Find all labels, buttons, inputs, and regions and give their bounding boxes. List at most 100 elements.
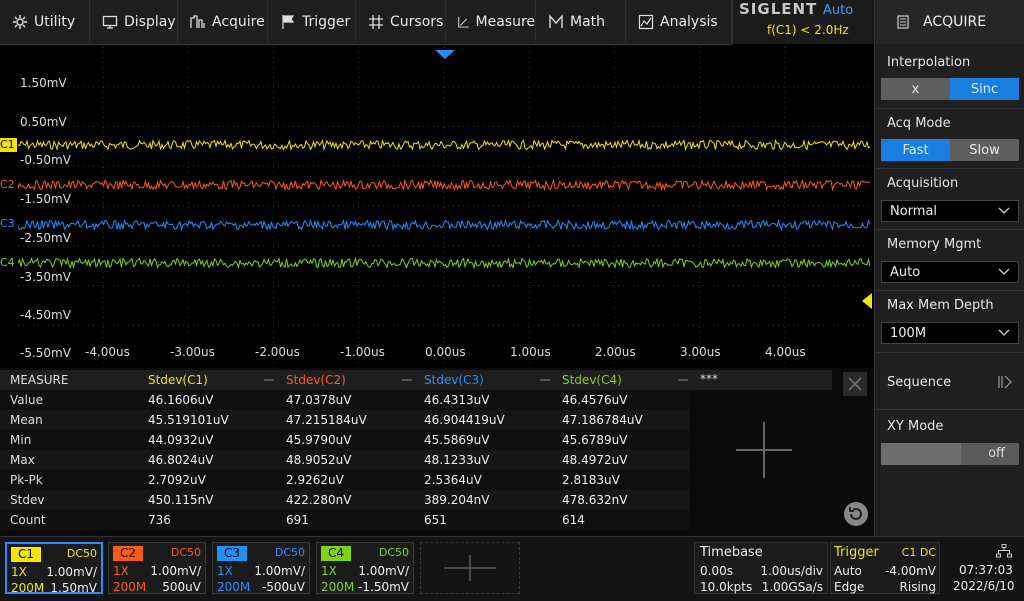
timebase-sample-rate: 1.00GSa/s: [761, 580, 823, 594]
channel-c2-box[interactable]: C2 DC50 1X 1.00mV/ 200M 500uV: [108, 542, 206, 594]
c2-offset-marker[interactable]: C2: [0, 178, 15, 191]
measure-column-c3[interactable]: Stdev(C3): [424, 373, 484, 387]
x-label: 1.00us: [510, 345, 551, 359]
interpolation-toggle[interactable]: x Sinc: [881, 78, 1019, 100]
acquisition-dropdown[interactable]: Normal: [881, 200, 1019, 222]
measure-cell: 45.5869uV: [424, 433, 490, 447]
brand-status: SIGLENT Auto f(C1) < 2.0Hz: [732, 0, 875, 44]
measure-title: MEASURE: [10, 373, 69, 387]
menu-display-label: Display: [124, 14, 176, 30]
memory-mgmt-dropdown[interactable]: Auto: [881, 261, 1019, 283]
menu-utility-label: Utility: [34, 14, 76, 30]
step-forward-icon: [998, 375, 1012, 389]
measure-row-label: Min: [10, 433, 32, 447]
add-measurement-icon[interactable]: [734, 420, 794, 480]
acq-mode-fast-option[interactable]: Fast: [881, 139, 950, 161]
acq-mode-toggle[interactable]: Fast Slow: [881, 139, 1019, 161]
acq-mode-slow-option[interactable]: Slow: [950, 139, 1019, 161]
c1-tag: C1: [11, 547, 41, 562]
menu-cursors[interactable]: Cursors: [356, 0, 446, 44]
menu-analysis[interactable]: Analysis: [626, 0, 732, 44]
y-label: -0.50mV: [20, 153, 71, 167]
measure-cell: 2.9262uV: [286, 473, 344, 487]
acquisition-value: Normal: [890, 203, 938, 219]
measure-cell: 46.904419uV: [424, 413, 505, 427]
menu-trigger[interactable]: Trigger: [268, 0, 356, 44]
measure-row-label: Pk-Pk: [10, 473, 43, 487]
waveform-grid[interactable]: [18, 47, 870, 365]
trigger-box[interactable]: Trigger C1 DC Auto -4.00mV Edge Rising: [830, 542, 940, 594]
y-label: -1.50mV: [20, 192, 71, 206]
measure-column-empty[interactable]: ***: [700, 372, 718, 386]
menu-measure[interactable]: Measure: [446, 0, 536, 44]
interpolation-x-option[interactable]: x: [881, 78, 950, 100]
menu-acquire-label: Acquire: [212, 14, 265, 30]
memory-mgmt-label: Memory Mgmt: [887, 237, 982, 252]
trigger-label: Trigger: [834, 545, 879, 560]
max-mem-depth-value: 100M: [890, 325, 927, 341]
measure-cell: 47.215184uV: [286, 413, 367, 427]
y-label: -3.50mV: [20, 270, 71, 284]
bottom-status-bar: C1 DC50 1X 1.00mV/ 200M 1.50mV C2 DC50 1…: [0, 536, 1024, 601]
xy-mode-value: off: [988, 446, 1005, 461]
c3-coupling: DC50: [274, 546, 305, 559]
max-mem-depth-dropdown[interactable]: 100M: [881, 322, 1019, 344]
c1-offset: 1.50mV: [50, 581, 97, 595]
timebase-scale: 1.00us/div: [760, 564, 823, 578]
c1-bandwidth: 200M: [11, 581, 45, 595]
menu-bar: Utility Display Acquire Trigger Cursors …: [0, 0, 732, 45]
measure-column-c4[interactable]: Stdev(C4): [562, 373, 622, 387]
add-channel-button[interactable]: [420, 542, 520, 594]
trigger-status: Auto: [823, 3, 854, 18]
xy-mode-label: XY Mode: [887, 419, 944, 434]
timebase-box[interactable]: Timebase 0.00s 1.00us/div 10.0kpts 1.00G…: [694, 542, 828, 594]
c4-tag: C4: [321, 546, 351, 561]
refresh-icon[interactable]: [843, 501, 869, 527]
channel-c4-box[interactable]: C4 DC50 1X 1.00mV/ 200M -1.50mV: [316, 542, 414, 594]
menu-display[interactable]: Display: [90, 0, 178, 44]
c3-tag: C3: [217, 546, 247, 561]
c4-offset-marker[interactable]: C4: [0, 256, 15, 269]
measure-cell: 45.519101uV: [148, 413, 229, 427]
menu-acquire[interactable]: Acquire: [178, 0, 268, 44]
menu-math-label: Math: [570, 14, 606, 30]
add-icon: [444, 555, 496, 581]
measure-cell: 651: [424, 513, 447, 527]
channel-c1-box[interactable]: C1 DC50 1X 1.00mV/ 200M 1.50mV: [5, 542, 103, 595]
channel-c3-box[interactable]: C3 DC50 1X 1.00mV/ 200M -500uV: [212, 542, 310, 594]
timebase-delay: 0.00s: [700, 564, 733, 578]
clock-time: 07:37:03: [959, 563, 1013, 577]
measure-column-c2[interactable]: Stdev(C2): [286, 373, 346, 387]
close-measure-button[interactable]: [843, 372, 867, 396]
c1-probe: 1X: [11, 565, 27, 579]
measure-cell: 2.8183uV: [562, 473, 620, 487]
x-label: 2.00us: [595, 345, 636, 359]
cursors-icon: [369, 15, 383, 29]
menu-utility[interactable]: Utility: [0, 0, 90, 44]
sequence-button[interactable]: Sequence: [875, 353, 1024, 409]
c3-offset-marker[interactable]: C3: [0, 217, 15, 230]
measure-cell: 48.1233uV: [424, 453, 490, 467]
menu-measure-label: Measure: [475, 14, 536, 30]
trigger-level-marker[interactable]: [862, 293, 872, 309]
measure-cell: 45.9790uV: [286, 433, 352, 447]
menu-math[interactable]: Math: [536, 0, 626, 44]
gear-icon: [13, 15, 27, 29]
c3-offset: -500uV: [261, 580, 305, 594]
c1-offset-marker[interactable]: C1: [0, 138, 17, 152]
measure-row: Value 46.1606uV 47.0378uV 46.4313uV 46.4576u…: [0, 390, 690, 410]
memory-mgmt-value: Auto: [890, 264, 921, 280]
trigger-position-marker[interactable]: [435, 50, 455, 59]
measure-row-label: Count: [10, 513, 46, 527]
panel-header: ACQUIRE: [875, 0, 1024, 44]
xy-mode-switch[interactable]: off: [881, 443, 1019, 465]
measure-row-label: Stdev: [10, 493, 45, 507]
measure-column-c1[interactable]: Stdev(C1): [148, 373, 208, 387]
measure-cell: 46.8024uV: [148, 453, 214, 467]
measure-row-label: Mean: [10, 413, 43, 427]
interpolation-sinc-option[interactable]: Sinc: [950, 78, 1019, 100]
measure-row: Min 44.0932uV 45.9790uV 45.5869uV 45.6789uV: [0, 430, 690, 450]
y-label: -2.50mV: [20, 231, 71, 245]
measure-cell: 478.632nV: [562, 493, 628, 507]
x-label: -3.00us: [170, 345, 215, 359]
